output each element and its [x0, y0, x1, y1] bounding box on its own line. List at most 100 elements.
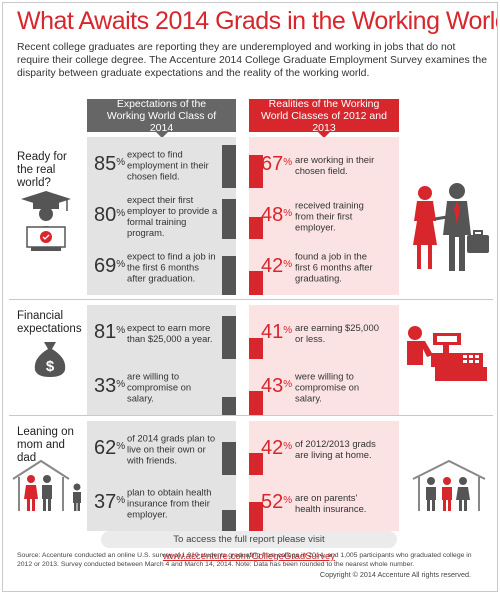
- percent-sign: %: [116, 495, 126, 506]
- reality-bar: [249, 338, 263, 361]
- expectation-cell: 33% are willing to compromise on salary.: [87, 359, 236, 415]
- expectation-percent: 85%: [94, 154, 125, 174]
- expectation-cell: 80% expect their first employer to provid…: [87, 188, 236, 244]
- percent-value: 62: [94, 437, 117, 459]
- expectation-bar: [222, 199, 236, 244]
- reality-bar: [249, 155, 263, 193]
- percent-value: 67: [261, 153, 284, 175]
- expectation-percent: 69%: [94, 256, 125, 276]
- percent-sign: %: [283, 157, 293, 168]
- reality-cell: 42% of 2012/2013 grads are living at home…: [249, 421, 399, 477]
- percent-value: 42: [261, 255, 284, 277]
- reality-percent: 52%: [261, 492, 292, 512]
- expectation-percent: 33%: [94, 376, 125, 396]
- reality-text: are earning $25,000 or less.: [295, 322, 379, 344]
- expectation-text: plan to obtain health insurance from the…: [127, 486, 212, 520]
- expectation-bar: [222, 510, 236, 531]
- percent-value: 80: [94, 204, 117, 226]
- reality-cell: 43% were willing to compromise on salary.: [249, 359, 399, 415]
- reality-percent: 43%: [261, 376, 292, 396]
- percent-value: 42: [261, 437, 284, 459]
- reality-percent: 42%: [261, 438, 292, 458]
- percent-value: 41: [261, 321, 284, 343]
- expectation-cell: 85% expect to find employment in their ch…: [87, 137, 236, 193]
- expectation-percent: 62%: [94, 438, 125, 458]
- expectations-header-label: Expectations of the Working World Class …: [106, 97, 217, 134]
- expectations-header-arrow: [155, 132, 168, 138]
- source-note: Source: Accenture conducted an online U.…: [17, 552, 472, 568]
- expectation-text: expect to find employment in their chose…: [127, 148, 209, 182]
- graduate-icon: [21, 191, 71, 251]
- expectation-cell: 69% expect to find a job in the first 6 m…: [87, 239, 236, 295]
- percent-value: 81: [94, 321, 117, 343]
- reality-text: are working in their chosen field.: [295, 154, 375, 176]
- percent-sign: %: [283, 259, 293, 270]
- reality-text: are on parents' health insurance.: [295, 492, 367, 514]
- reality-cell: 67% are working in their chosen field.: [249, 137, 399, 193]
- realities-header-label: Realities of the Working World Classes o…: [261, 97, 387, 134]
- reality-text: received training from their first emplo…: [295, 199, 364, 233]
- percent-sign: %: [116, 379, 126, 390]
- percent-value: 33: [94, 375, 117, 397]
- reality-text: of 2012/2013 grads are living at home.: [295, 438, 376, 460]
- section-divider: [9, 299, 493, 300]
- reality-bar: [249, 217, 263, 244]
- percent-sign: %: [283, 208, 293, 219]
- reality-bar: [249, 271, 263, 295]
- expectation-bar: [222, 145, 236, 193]
- percent-value: 85: [94, 153, 117, 175]
- percent-sign: %: [116, 325, 126, 336]
- percent-sign: %: [116, 208, 126, 219]
- percent-value: 48: [261, 204, 284, 226]
- expectation-cell: 81% expect to earn more than $25,000 a ye…: [87, 305, 236, 361]
- percent-value: 52: [261, 491, 284, 513]
- expectation-cell: 62% of 2014 grads plan to live on their o…: [87, 421, 236, 477]
- expectation-cell: 37% plan to obtain health insurance from …: [87, 475, 236, 531]
- report-link[interactable]: www.accenture.com/CollegeGradSurvey: [162, 551, 336, 562]
- report-link-prefix: To access the full report please visit: [173, 534, 325, 545]
- expectation-percent: 81%: [94, 322, 125, 342]
- reality-cell: 41% are earning $25,000 or less.: [249, 305, 399, 361]
- percent-sign: %: [116, 157, 126, 168]
- reality-percent: 48%: [261, 205, 292, 225]
- percent-sign: %: [116, 259, 126, 270]
- job-interview-icon: [413, 183, 489, 271]
- expectation-percent: 37%: [94, 492, 125, 512]
- reality-cell: 52% are on parents' health insurance.: [249, 475, 399, 531]
- reality-cell: 48% received training from their first em…: [249, 188, 399, 244]
- percent-sign: %: [283, 379, 293, 390]
- cashier-icon: [407, 326, 487, 381]
- intro-text: Recent college graduates are reporting t…: [17, 42, 487, 79]
- money-bag-icon: $: [34, 342, 66, 377]
- expectation-bar: [222, 315, 236, 361]
- expectation-bar: [222, 256, 236, 295]
- reality-text: were willing to compromise on salary.: [295, 370, 360, 404]
- section-label-ready: Ready for the real world?: [17, 151, 67, 189]
- reality-text: found a job in the first 6 months after …: [295, 250, 373, 284]
- expectation-percent: 80%: [94, 205, 125, 225]
- realities-header: Realities of the Working World Classes o…: [249, 97, 399, 138]
- percent-value: 43: [261, 375, 284, 397]
- expectation-bar: [222, 442, 236, 477]
- expectation-bar: [222, 396, 236, 415]
- expectation-text: expect to earn more than $25,000 a year.: [127, 322, 213, 344]
- report-link-bar: To access the full report please visit w…: [101, 531, 397, 562]
- percent-sign: %: [116, 441, 126, 452]
- page-title: What Awaits 2014 Grads in the Working Wo…: [17, 7, 498, 35]
- svg-text:$: $: [46, 358, 55, 375]
- reality-percent: 42%: [261, 256, 292, 276]
- reality-bar: [249, 501, 263, 531]
- percent-sign: %: [283, 441, 293, 452]
- reality-percent: 41%: [261, 322, 292, 342]
- reality-cell: 42% found a job in the first 6 months aft…: [249, 239, 399, 295]
- expectation-text: expect their first employer to provide a…: [127, 194, 218, 238]
- percent-sign: %: [283, 495, 293, 506]
- family-house-icon: [412, 459, 486, 511]
- percent-sign: %: [283, 325, 293, 336]
- section-label-leaning: Leaning on mom and dad: [17, 426, 74, 464]
- percent-value: 37: [94, 491, 117, 513]
- copyright: Copyright © 2014 Accenture All rights re…: [319, 570, 471, 579]
- expectations-header: Expectations of the Working World Class …: [87, 97, 236, 138]
- expectation-text: are willing to compromise on salary.: [127, 370, 192, 404]
- realities-header-arrow: [318, 132, 330, 138]
